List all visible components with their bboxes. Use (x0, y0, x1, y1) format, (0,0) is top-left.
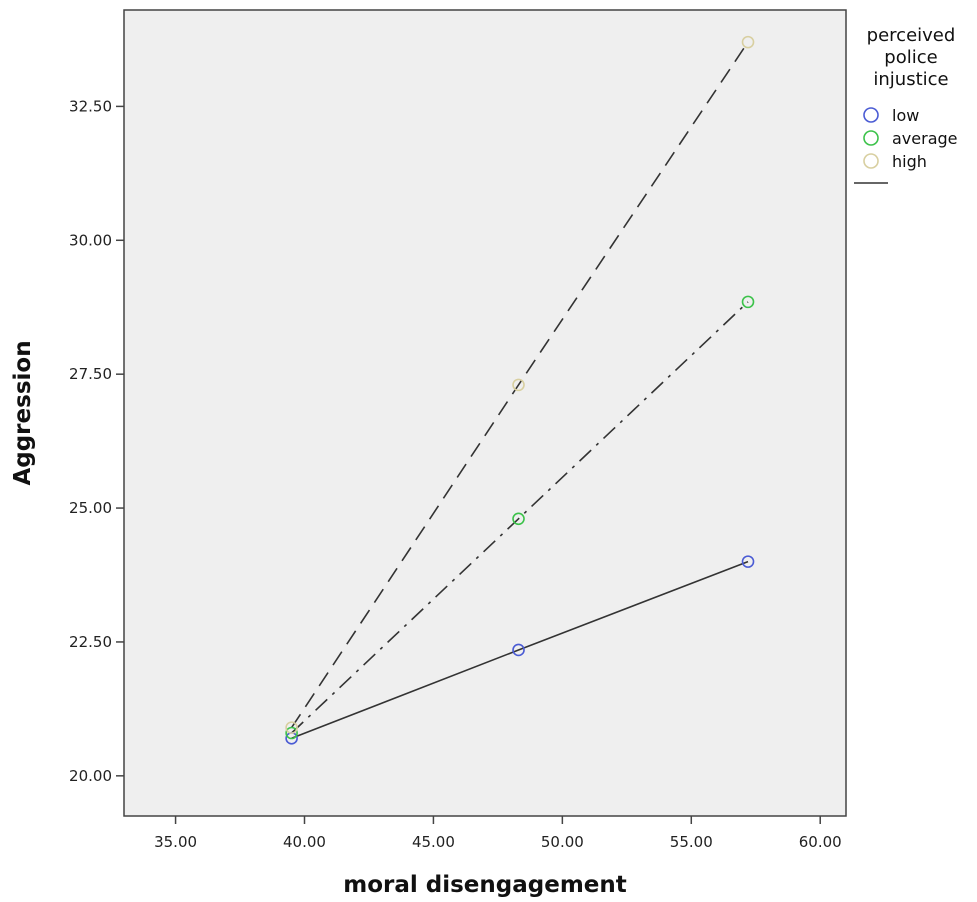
point-average (512, 512, 525, 526)
x-tick-label: 35.00 (154, 833, 197, 851)
point-high (512, 378, 525, 392)
series-line-low (291, 560, 749, 740)
legend-title-line-2: police (884, 47, 937, 68)
y-axis-ticks: 20.00 22.50 25.00 27.50 30.00 32.50 (69, 97, 124, 785)
series-lines (290, 41, 749, 740)
x-axis-title: moral disengagement (343, 872, 627, 898)
point-high (285, 721, 298, 734)
plot-area (123, 9, 847, 817)
x-tick-label: 55.00 (670, 833, 713, 851)
point-low (512, 643, 525, 657)
legend-label-low: low (892, 106, 919, 125)
x-tick-label: 60.00 (799, 833, 842, 851)
y-tick-label: 27.50 (69, 365, 112, 383)
series-markers (285, 35, 755, 745)
y-axis-title: Aggression (10, 340, 36, 485)
series-line-average (291, 301, 749, 734)
x-tick-label: 45.00 (412, 833, 455, 851)
y-tick-label: 30.00 (69, 231, 112, 249)
legend-title-line-3: injustice (873, 69, 948, 90)
y-tick-label: 20.00 (69, 767, 112, 785)
y-tick-label: 22.50 (69, 633, 112, 651)
legend-label-high: high (892, 152, 927, 171)
point-average (741, 295, 755, 309)
point-low (741, 555, 755, 568)
legend-marker-high (863, 153, 879, 169)
x-tick-label: 40.00 (283, 833, 326, 851)
legend-marker-average (863, 130, 879, 146)
series-line-high (290, 41, 749, 729)
y-tick-label: 25.00 (69, 499, 112, 517)
x-axis-ticks: 35.00 40.00 45.00 50.00 55.00 60.00 (154, 816, 842, 851)
y-tick-label: 32.50 (69, 97, 112, 115)
point-average (285, 726, 298, 740)
legend: perceived police injustice low average hig… (854, 25, 958, 184)
x-tick-label: 50.00 (541, 833, 584, 851)
legend-title-line-1: perceived (867, 25, 956, 46)
point-high (741, 35, 755, 49)
legend-marker-low (863, 107, 879, 123)
legend-label-average: average (892, 129, 958, 148)
